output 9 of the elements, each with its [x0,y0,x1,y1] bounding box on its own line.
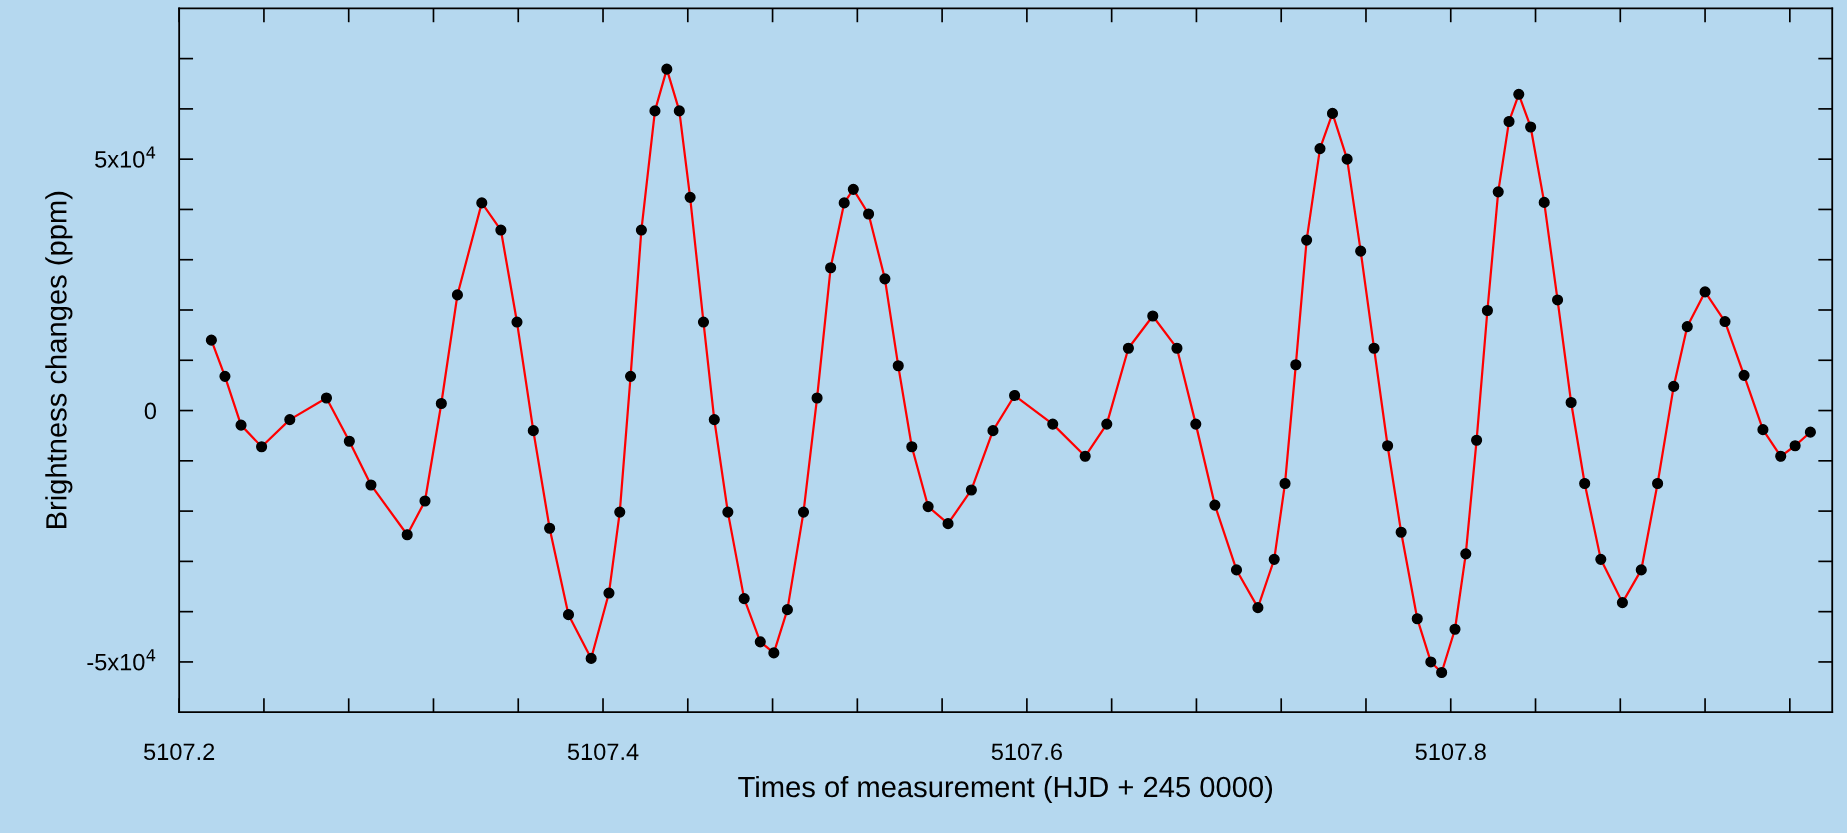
x-tick-label: 5107.8 [1415,743,1486,761]
x-tick-label: 5107.2 [144,743,215,761]
x-tick-label: 5107.6 [991,743,1062,761]
y-tick-label: 0 [144,402,157,420]
x-axis-title: Times of measurement (HJD + 245 0000) [738,775,1273,804]
x-tick-label: 5107.4 [567,743,639,761]
y-tick-label: -5x10$^{4}$ [87,649,156,671]
y-axis-title: Brightness changes (ppm) [45,191,73,529]
y-tick-label: 5x10$^{4}$ [95,146,156,168]
